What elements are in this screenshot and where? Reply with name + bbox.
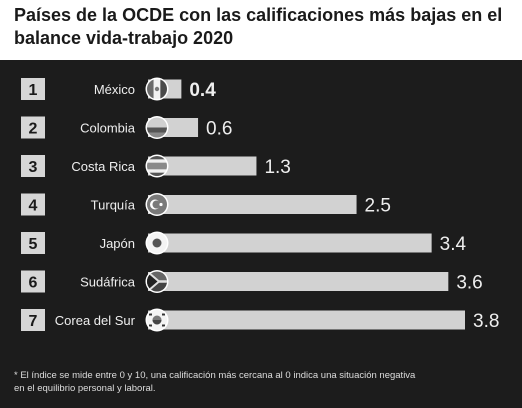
turkey-flag-icon bbox=[147, 194, 167, 215]
bar bbox=[148, 195, 357, 214]
bar bbox=[148, 156, 257, 176]
rank-number: 2 bbox=[29, 121, 38, 138]
bar-row: 2 Colombia 0.6 bbox=[21, 116, 232, 140]
value-label: 0.4 bbox=[189, 80, 216, 101]
rank-box bbox=[21, 270, 45, 293]
colombia-flag-icon bbox=[147, 117, 167, 138]
footnote-line-2: en el equilibrio personal y laboral. bbox=[14, 383, 156, 394]
rank-box bbox=[21, 78, 45, 100]
bar-row: 6 Sudáfrica 3.6 bbox=[21, 270, 483, 294]
category-label: Costa Rica bbox=[71, 159, 135, 174]
bar-row: 4 Turquía 2.5 bbox=[21, 193, 391, 217]
value-label: 0.6 bbox=[206, 119, 232, 140]
rank-number: 4 bbox=[29, 198, 38, 215]
rank-box bbox=[21, 116, 45, 139]
category-label: Corea del Sur bbox=[55, 313, 136, 328]
rank-number: 3 bbox=[29, 159, 38, 176]
rank-box bbox=[21, 193, 45, 216]
title-box: Países de la OCDE con las calificaciones… bbox=[0, 0, 522, 60]
mexico-flag-icon bbox=[147, 79, 167, 99]
bar bbox=[148, 272, 449, 291]
value-label: 3.4 bbox=[440, 234, 467, 255]
footnote: * El índice se mide entre 0 y 10, una ca… bbox=[14, 369, 514, 395]
bar-row: 5 Japón 3.4 bbox=[21, 231, 467, 255]
bar-row: 1 México 0.4 bbox=[21, 77, 216, 101]
bar-row: 7 Corea del Sur 3.8 bbox=[21, 308, 499, 332]
value-label: 3.8 bbox=[473, 311, 499, 332]
rank-box bbox=[21, 155, 45, 177]
rank-box bbox=[21, 232, 45, 254]
chart-title-line-2: balance vida-trabajo 2020 bbox=[14, 28, 234, 48]
bar bbox=[148, 233, 432, 253]
rank-number: 1 bbox=[29, 82, 38, 99]
category-label: Turquía bbox=[91, 198, 136, 213]
south-korea-flag-icon bbox=[147, 310, 167, 330]
bar bbox=[148, 310, 465, 330]
footnote-line-1: * El índice se mide entre 0 y 10, una ca… bbox=[14, 370, 416, 381]
category-label: México bbox=[94, 82, 135, 97]
japan-flag-icon bbox=[147, 233, 167, 253]
chart-title-line-1: Países de la OCDE con las calificaciones… bbox=[14, 5, 503, 25]
category-label: Japón bbox=[100, 236, 135, 251]
value-label: 1.3 bbox=[264, 157, 290, 178]
value-label: 2.5 bbox=[365, 196, 391, 217]
category-label: Sudáfrica bbox=[80, 275, 136, 290]
rank-box bbox=[21, 309, 45, 331]
rank-number: 7 bbox=[29, 313, 38, 330]
rank-number: 6 bbox=[29, 275, 38, 292]
rank-number: 5 bbox=[29, 236, 38, 253]
bar-row: 3 Costa Rica 1.3 bbox=[21, 154, 291, 178]
costa-rica-flag-icon bbox=[147, 156, 167, 176]
value-label: 3.6 bbox=[456, 273, 482, 294]
category-label: Colombia bbox=[80, 121, 136, 136]
